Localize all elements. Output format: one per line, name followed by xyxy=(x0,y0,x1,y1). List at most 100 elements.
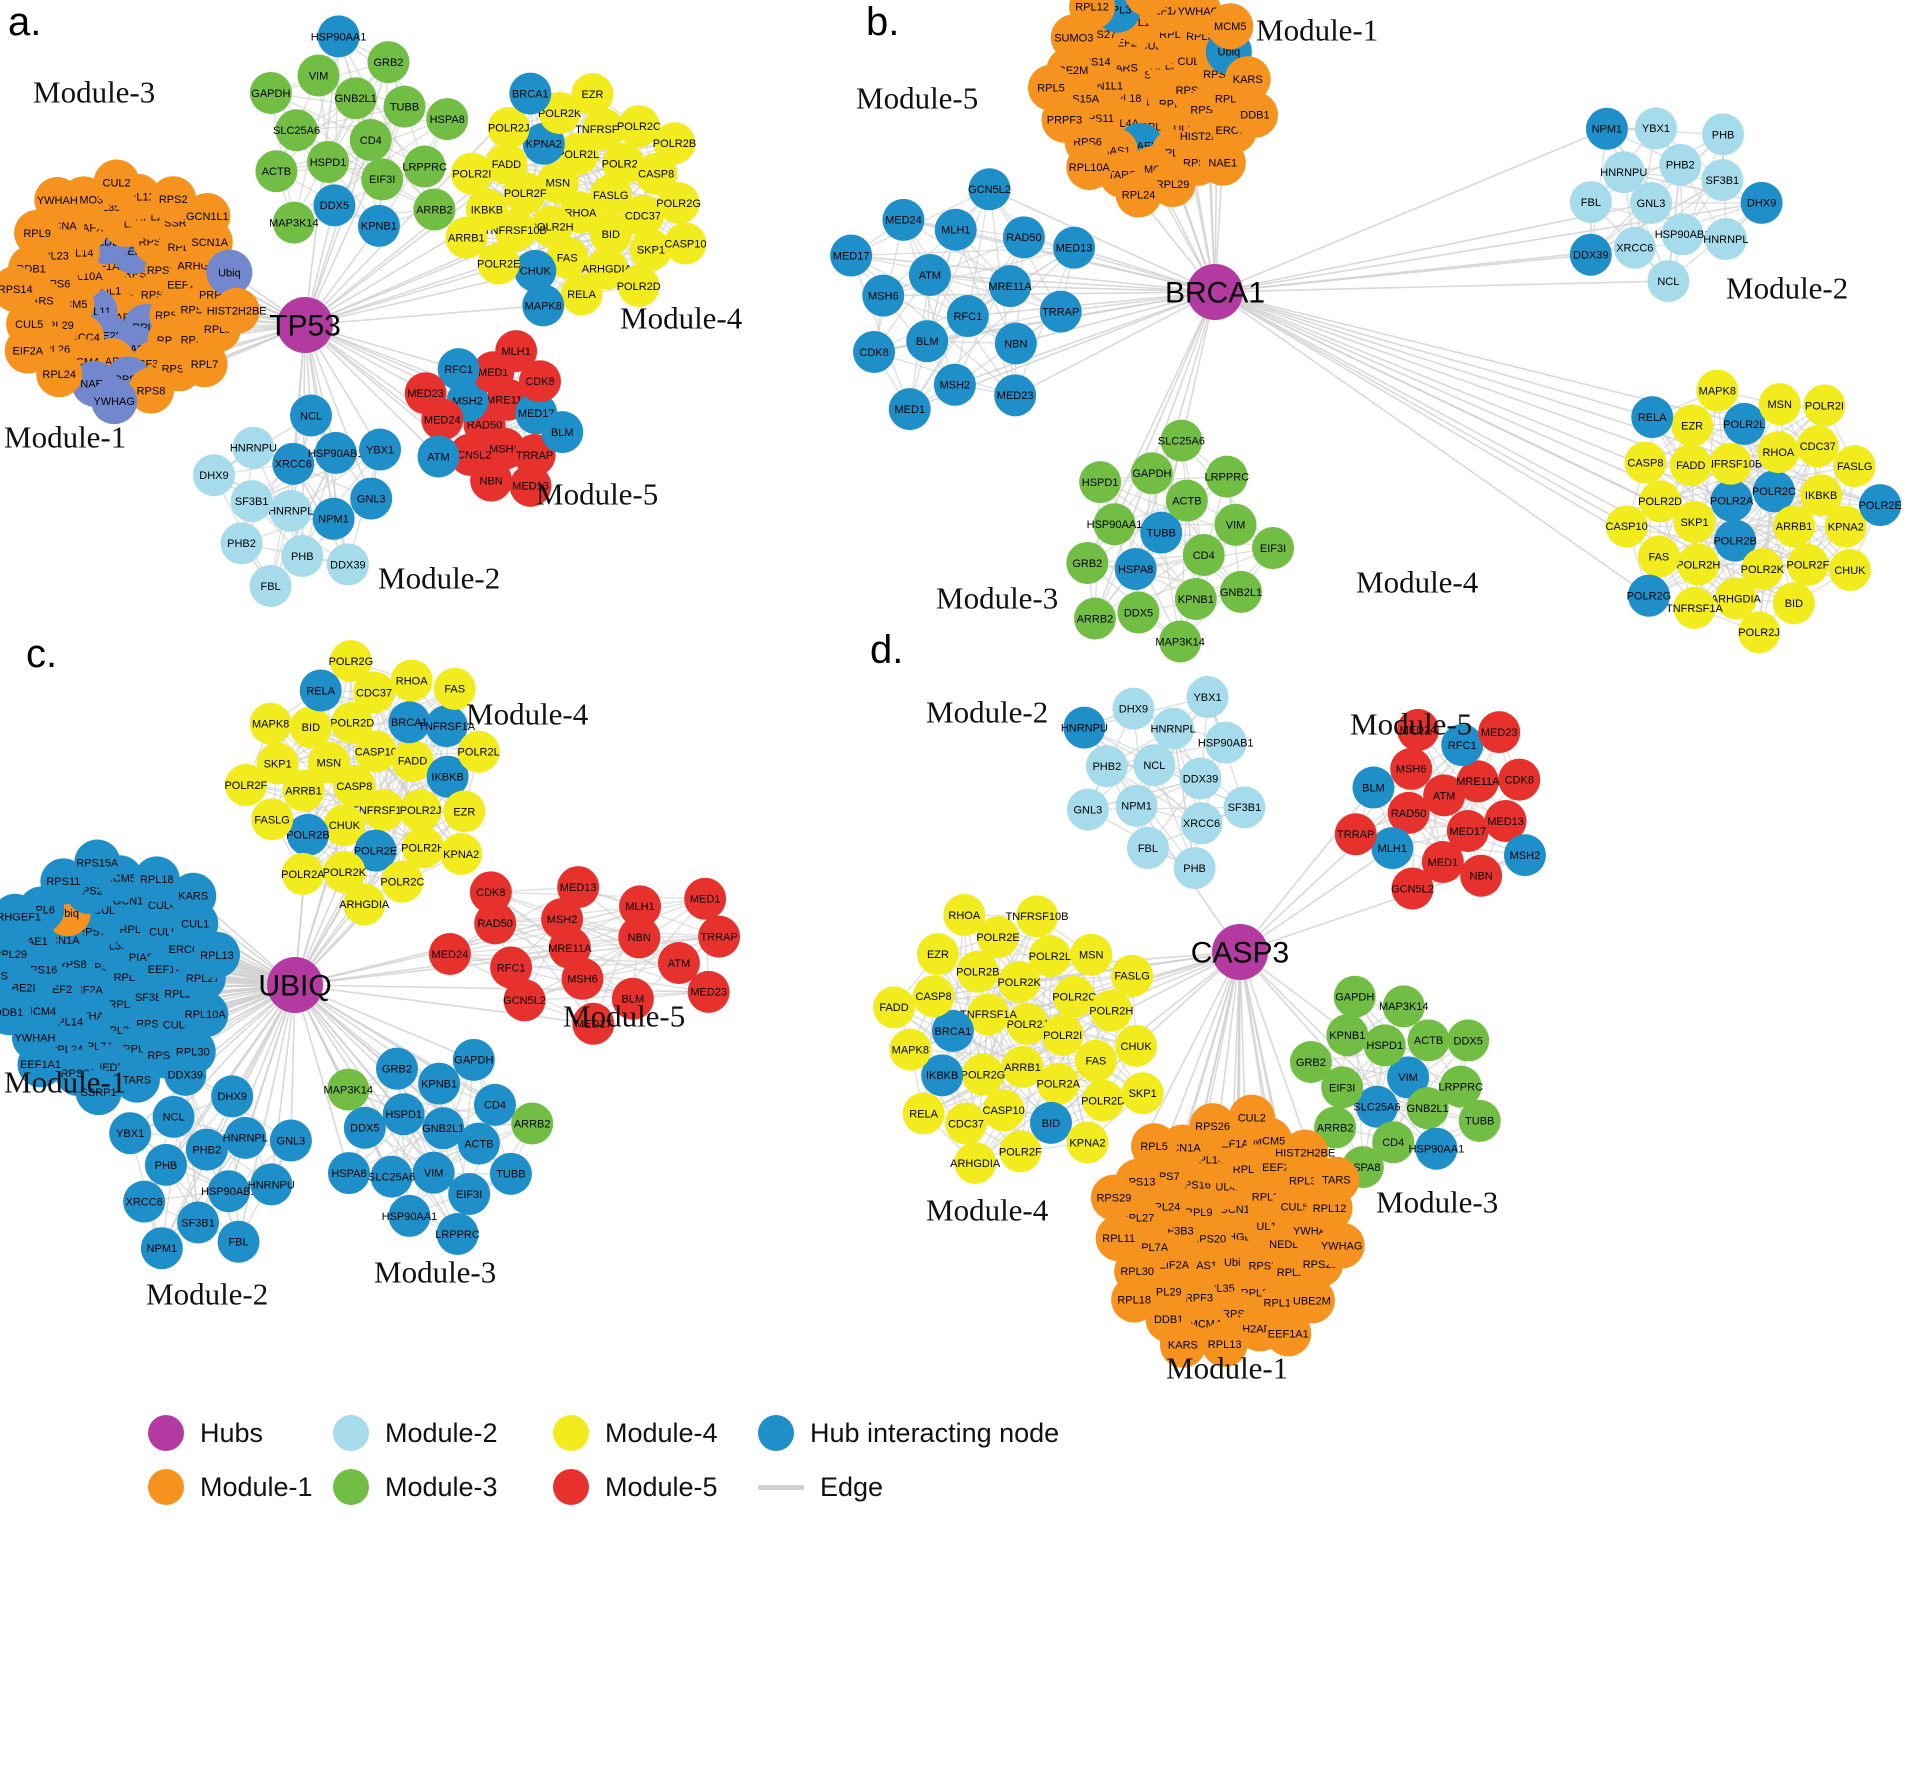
node-HNRNPU: HNRNPU xyxy=(1061,706,1108,749)
edge xyxy=(954,237,1025,386)
node-circle-NAE1 xyxy=(1199,139,1246,186)
edge xyxy=(1010,285,1216,293)
edge xyxy=(1648,490,1775,597)
node-circle-Ubiq xyxy=(206,249,253,296)
node-KPNA2: KPNA2 xyxy=(1066,1121,1109,1164)
edge xyxy=(1014,291,1216,397)
node-circle-FBL xyxy=(1126,826,1169,869)
node-circle-HSP90AA1 xyxy=(1415,1127,1458,1170)
node-XRCC6: XRCC6 xyxy=(1613,226,1656,269)
legend-item-edge: Edge xyxy=(758,1472,1088,1503)
node-RHOA: RHOA xyxy=(390,659,433,702)
node-FBL: FBL xyxy=(217,1220,260,1263)
edge xyxy=(1623,171,1762,204)
node-circle-PHB2 xyxy=(220,522,263,565)
node-circle-TUBB xyxy=(1140,511,1183,554)
node-POLR2L: POLR2L xyxy=(1029,935,1071,978)
node-circle-CUL2 xyxy=(1228,1094,1275,1141)
node-NAE1: NAE1 xyxy=(1199,139,1246,186)
node-circle-POLR2F xyxy=(999,1130,1042,1173)
node-circle-HSP90AA1 xyxy=(1093,503,1136,546)
node-circle-ARHGDIA xyxy=(585,247,628,290)
node-BID: BID xyxy=(1772,582,1815,625)
legend-label: Hub interacting node xyxy=(810,1417,1060,1448)
edge xyxy=(294,984,350,1174)
edge xyxy=(165,1139,292,1166)
edge xyxy=(396,1068,411,1216)
node-circle-TNFRSF1A xyxy=(425,705,468,748)
legend-item-module-4: Module-4 xyxy=(553,1415,758,1451)
node-circle-NCL xyxy=(290,394,333,437)
node-circle-TRRAP xyxy=(1039,290,1082,333)
node-circle-CUL2 xyxy=(93,159,140,206)
edge xyxy=(304,324,440,458)
node-circle-RELA xyxy=(560,273,603,316)
node-circle-SLC25A6 xyxy=(1355,1085,1398,1128)
node-circle-NBN xyxy=(994,322,1037,365)
node-FAS: FAS xyxy=(1074,1039,1117,1082)
edge xyxy=(1214,280,1669,293)
node-circle-POLR2K xyxy=(323,850,366,893)
module-label-BRCA1-Module-4: Module-4 xyxy=(1356,564,1479,599)
node-LRPPRC: LRPPRC xyxy=(435,1213,480,1256)
node-circle-POLR2E xyxy=(1859,484,1902,527)
node-circle-EIF3I xyxy=(361,158,404,201)
edge xyxy=(569,947,709,993)
node-circle-HNRNPL xyxy=(224,1116,267,1159)
node-GAPDH: GAPDH xyxy=(249,71,292,114)
edge xyxy=(1087,806,1245,811)
module-label-BRCA1-Module-3: Module-3 xyxy=(936,580,1058,615)
node-EZR: EZR xyxy=(1671,404,1714,447)
node-CHUK: CHUK xyxy=(1828,548,1871,591)
node-circle-KPNA2 xyxy=(1066,1121,1109,1164)
edge xyxy=(1239,847,1393,953)
edge xyxy=(275,61,389,172)
node-DDX39: DDX39 xyxy=(1179,757,1222,800)
node-DDX5: DDX5 xyxy=(1117,591,1160,634)
node-circle-FASLG xyxy=(1833,445,1876,488)
node-circle-MLH1 xyxy=(1371,827,1414,870)
node-DHX9: DHX9 xyxy=(1740,181,1783,224)
node-circle-SKP1 xyxy=(629,228,672,271)
node-POLR2I: POLR2I xyxy=(450,152,493,195)
node-circle-RELA xyxy=(299,669,342,712)
node-circle-FADD xyxy=(391,739,434,782)
node-circle-RELA xyxy=(902,1092,945,1135)
node-NBN: NBN xyxy=(994,322,1037,365)
node-circle-RPL11 xyxy=(1095,1215,1142,1262)
edge xyxy=(967,291,1216,317)
legend-item-module-2: Module-2 xyxy=(333,1415,553,1451)
node-POLR2I: POLR2I xyxy=(1803,384,1846,427)
node-circle-CHUK xyxy=(1828,548,1871,591)
node-circle-MRE11A xyxy=(989,265,1032,308)
node-circle-DDB1 xyxy=(1231,91,1278,138)
module-label-CASP3-Module-5: Module-5 xyxy=(1350,706,1472,741)
node-RHOA: RHOA xyxy=(943,893,986,936)
node-MED23: MED23 xyxy=(1478,711,1521,754)
node-circle-FAS xyxy=(546,236,589,279)
node-circle-CASP10 xyxy=(664,222,707,265)
edge xyxy=(161,1137,246,1249)
module-label-TP53-Module-3: Module-3 xyxy=(33,74,155,109)
node-circle-LRPPRC xyxy=(436,1213,479,1256)
node-circle-GRB2 xyxy=(1289,1040,1332,1083)
node-PHB2: PHB2 xyxy=(185,1128,228,1171)
node-BLM: BLM xyxy=(541,411,584,454)
edge xyxy=(1214,291,1653,418)
node-circle-NCL xyxy=(1647,260,1690,303)
node-circle-YBX1 xyxy=(109,1112,152,1155)
node-circle-LRPPRC xyxy=(1439,1065,1482,1108)
node-circle-MSN xyxy=(307,741,350,784)
node-circle-BID xyxy=(289,706,332,749)
node-circle-EIF2A xyxy=(1125,0,1170,17)
node-circle-DDX39 xyxy=(1179,757,1222,800)
node-circle-EEF1A1 xyxy=(1265,1310,1312,1357)
hub-label-BRCA1: BRCA1 xyxy=(1165,277,1265,310)
node-RPL24: RPL24 xyxy=(1115,171,1162,218)
node-circle-CDC37 xyxy=(353,671,396,714)
node-ACTB: ACTB xyxy=(1165,479,1208,522)
node-circle-RPL18 xyxy=(1111,1276,1158,1323)
legend-label: Module-1 xyxy=(200,1471,313,1502)
module-label-UBIQ-Module-1: Module-1 xyxy=(4,1064,126,1099)
node-RELA: RELA xyxy=(560,273,603,316)
